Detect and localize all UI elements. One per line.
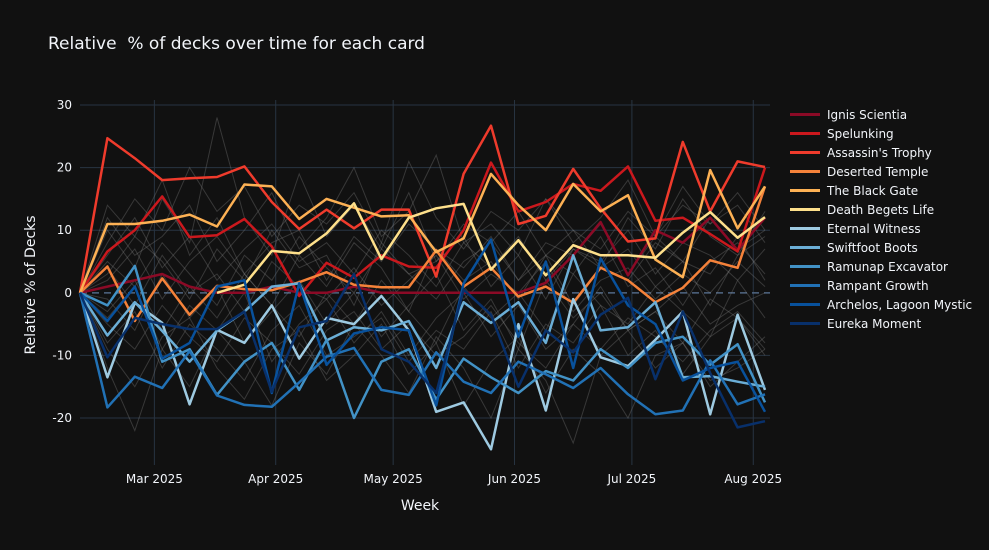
series-line-archelos-lagoon-mystic xyxy=(79,238,767,413)
legend-swatch xyxy=(790,303,820,306)
x-tick-label: Aug 2025 xyxy=(724,472,782,486)
legend-item[interactable]: Death Begets Life xyxy=(790,200,972,219)
legend-item[interactable]: Swiftfoot Boots xyxy=(790,238,972,257)
legend-swatch xyxy=(790,265,820,268)
background-series-line xyxy=(79,153,766,293)
legend-swatch xyxy=(790,246,820,249)
y-tick-label: 0 xyxy=(64,286,72,300)
series-line-deserted-temple xyxy=(79,186,767,323)
chart-title: Relative % of decks over time for each c… xyxy=(48,34,425,54)
background-series-line xyxy=(79,292,766,376)
series-line-assassin-s-trophy xyxy=(78,124,766,294)
y-axis-ticks: 30 20 10 0 -10 -20 xyxy=(52,98,72,425)
legend-swatch xyxy=(790,208,820,211)
series-line-eureka-moment xyxy=(78,272,766,429)
x-axis-ticks: Mar 2025 Apr 2025 May 2025 Jun 2025 Jul 2025… xyxy=(126,472,782,486)
background-series-line xyxy=(79,235,766,313)
highlighted-series xyxy=(78,124,767,451)
background-series-line xyxy=(79,216,766,294)
legend-item[interactable]: Eternal Witness xyxy=(790,219,972,238)
legend-label: Eureka Moment xyxy=(827,316,922,331)
legend-swatch xyxy=(790,151,820,154)
background-series-line xyxy=(79,178,766,293)
legend-swatch xyxy=(790,284,820,287)
legend-label: Assassin's Trophy xyxy=(827,145,932,160)
legend-item[interactable]: Ignis Scientia xyxy=(790,105,972,124)
legend-item[interactable]: The Black Gate xyxy=(790,181,972,200)
legend-swatch xyxy=(790,113,820,116)
legend-item[interactable]: Spelunking xyxy=(790,124,972,143)
background-series-line xyxy=(79,272,766,351)
background-series-line xyxy=(79,235,766,307)
legend: Ignis Scientia Spelunking Assassin's Troph… xyxy=(790,105,972,333)
series-line-the-black-gate xyxy=(78,168,767,294)
series-line-death-begets-life xyxy=(216,202,766,294)
legend-swatch xyxy=(790,322,820,325)
background-series-line xyxy=(79,273,766,344)
legend-label: Death Begets Life xyxy=(827,202,935,217)
y-tick-label: -10 xyxy=(52,348,72,362)
legend-label: Deserted Temple xyxy=(827,164,929,179)
x-tick-label: Apr 2025 xyxy=(248,472,303,486)
legend-label: The Black Gate xyxy=(827,183,919,198)
y-tick-label: 20 xyxy=(57,161,72,175)
background-series xyxy=(79,117,766,445)
legend-label: Ignis Scientia xyxy=(827,107,908,122)
x-axis-label: Week xyxy=(401,498,440,514)
y-tick-label: 10 xyxy=(57,223,72,237)
y-tick-label: 30 xyxy=(57,98,72,112)
legend-swatch xyxy=(790,227,820,230)
legend-label: Ramunap Excavator xyxy=(827,259,948,274)
legend-item[interactable]: Eureka Moment xyxy=(790,314,972,333)
series-line-rampant-growth xyxy=(78,292,766,416)
y-tick-label: -20 xyxy=(52,411,72,425)
legend-label: Eternal Witness xyxy=(827,221,921,236)
legend-item[interactable]: Deserted Temple xyxy=(790,162,972,181)
x-tick-label: Jun 2025 xyxy=(487,472,541,486)
legend-swatch xyxy=(790,189,820,192)
legend-item[interactable]: Archelos, Lagoon Mystic xyxy=(790,295,972,314)
legend-label: Archelos, Lagoon Mystic xyxy=(827,297,973,312)
y-axis-label: Relative % of Decks xyxy=(23,215,39,354)
x-tick-label: May 2025 xyxy=(364,472,423,486)
legend-label: Swiftfoot Boots xyxy=(827,240,918,255)
series-line-ramunap-excavator xyxy=(79,264,767,420)
x-tick-label: Mar 2025 xyxy=(126,472,183,486)
legend-item[interactable]: Assassin's Trophy xyxy=(790,143,972,162)
legend-item[interactable]: Ramunap Excavator xyxy=(790,257,972,276)
legend-swatch xyxy=(790,132,820,135)
legend-item[interactable]: Rampant Growth xyxy=(790,276,972,295)
legend-swatch xyxy=(790,170,820,173)
background-series-line xyxy=(79,160,766,294)
x-tick-label: Jul 2025 xyxy=(606,472,656,486)
legend-label: Rampant Growth xyxy=(827,278,929,293)
background-series-line xyxy=(79,117,766,294)
legend-label: Spelunking xyxy=(827,126,894,141)
